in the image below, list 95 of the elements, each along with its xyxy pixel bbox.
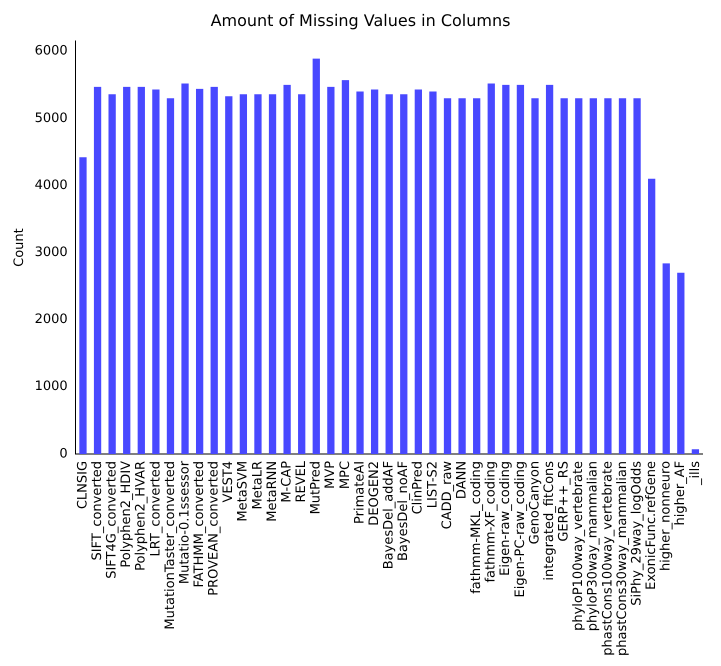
x-tick-label: BayesDel_noAF: [396, 460, 412, 561]
x-tick-label: higher_nonneuro: [658, 460, 674, 572]
x-tick-label: Polyphen2_HDIV: [119, 460, 134, 568]
bar: [254, 94, 262, 454]
x-tick-label: LIST-S2: [425, 460, 440, 508]
bar: [458, 98, 466, 454]
x-tick-label: ExonicFunc.refGene: [644, 460, 660, 590]
x-tick-label: fathmm-XF_coding: [484, 460, 499, 583]
x-tick-label: GERP++_RS: [556, 460, 572, 542]
bar: [618, 98, 626, 454]
bar: [502, 84, 510, 454]
x-tick-label: Mutatio-0.1ssessor: [177, 460, 192, 584]
bar: [648, 178, 656, 454]
x-tick-label: phyloP100way_vertebrate: [571, 460, 586, 631]
bar: [108, 94, 116, 454]
x-tick-label: MPC: [338, 460, 353, 490]
bar: [575, 98, 582, 454]
x-tick-label: REVEL: [294, 460, 310, 503]
x-tick-label: fathmm-MKL_coding: [469, 460, 484, 594]
chart-title: Amount of Missing Values in Columns: [210, 10, 510, 30]
bar: [225, 96, 232, 454]
bar: [414, 90, 422, 454]
bar: [166, 98, 174, 454]
bar: [604, 98, 612, 454]
bar: [560, 98, 568, 454]
y-tick-label: 5000: [34, 110, 68, 126]
x-tick-label: phastCons100way_vertebrate: [600, 460, 616, 656]
bar: [590, 98, 597, 454]
bar: [386, 94, 393, 454]
y-tick-label: 2000: [34, 312, 68, 328]
x-tick-label: MetaSVM: [236, 460, 251, 522]
x-tick-label: Polyphen2_HVAR: [134, 460, 149, 571]
x-tick-label: LRT_converted: [148, 460, 164, 556]
bar: [692, 449, 700, 454]
x-tick-label: Eigen-raw_coding: [498, 460, 514, 576]
bar: [488, 83, 495, 454]
x-tick-label: SiPhy_29way_logOdds: [629, 460, 644, 606]
bar: [283, 84, 291, 454]
bar: [546, 84, 554, 454]
bar: [196, 88, 204, 454]
x-tick-label: ClinPred: [410, 460, 426, 514]
x-tick-label: CADD_raw: [440, 460, 455, 530]
y-tick-label: 4000: [34, 178, 68, 193]
bar: [94, 86, 102, 454]
bar: [152, 90, 160, 454]
x-tick-label: GenoCanyon: [527, 460, 542, 544]
x-tick-label: DEOGEN2: [366, 460, 382, 526]
x-tick-label: _ills: [688, 460, 703, 486]
x-tick-label: FATHMM_converted: [192, 460, 207, 588]
y-axis-title: Count: [12, 228, 28, 267]
bar: [400, 94, 408, 454]
x-tick-label: PROVEAN_converted: [206, 460, 222, 596]
bar: [123, 86, 130, 454]
bar: [677, 272, 684, 454]
x-tick-label: Eigen-PC-raw_coding: [512, 460, 528, 598]
bar: [312, 58, 320, 454]
bar: [444, 98, 452, 454]
y-tick-label: 0: [59, 446, 68, 462]
x-tick-label: CLNSIG: [75, 460, 90, 510]
x-tick-label: SIFT_converted: [90, 460, 105, 560]
x-tick-label: MutationTaster_converted: [162, 460, 178, 630]
x-tick-label: higher_AF: [673, 460, 688, 526]
bar: [662, 263, 670, 454]
bar: [79, 157, 87, 454]
bar: [531, 98, 539, 454]
x-tick-label: phyloP30way_mammalian: [586, 460, 601, 632]
y-tick-label: 3000: [34, 244, 68, 260]
bar: [342, 80, 350, 454]
bar: [356, 92, 364, 454]
x-tick-label: integrated_fitCons: [542, 460, 557, 581]
bar: [370, 90, 378, 454]
bar: [210, 86, 218, 454]
x-tick-label: MutPred: [308, 460, 324, 514]
x-tick-label: MetaRNN: [264, 460, 280, 522]
bar: [298, 94, 306, 454]
bar: [429, 92, 437, 454]
bar: [633, 98, 641, 454]
bar: [240, 94, 248, 454]
bar: [516, 84, 524, 454]
bar: [181, 83, 189, 454]
y-tick-label: 1000: [34, 379, 68, 394]
bar: [473, 98, 480, 454]
x-tick-label: SIFT4G_converted: [104, 460, 120, 579]
x-tick-label: MetaLR: [250, 460, 266, 510]
x-tick-label: DANN: [454, 460, 470, 500]
x-tick-label: MVP: [323, 460, 338, 489]
x-tick-label: BayesDel_addAF: [382, 460, 397, 570]
bar: [268, 94, 276, 454]
x-tick-label: phastCons30way_mammalian: [614, 460, 630, 656]
x-tick-label: PrimateAI: [352, 460, 368, 524]
x-tick-label: M-CAP: [279, 460, 294, 503]
x-tick-label: VEST4: [221, 460, 236, 503]
bar: [327, 86, 335, 454]
y-tick-label: 6000: [34, 44, 68, 59]
bar: [138, 86, 145, 454]
